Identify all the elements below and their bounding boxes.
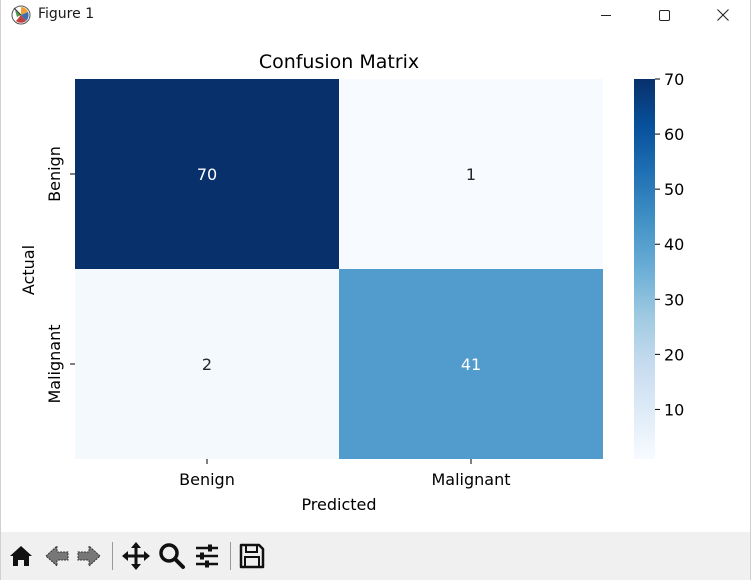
minimize-button[interactable] [583, 0, 629, 30]
cell-value-label: 1 [466, 165, 476, 184]
heatmap-cell [339, 79, 603, 269]
configure-subplots-button[interactable] [191, 540, 223, 572]
colorbar-tick-label: 30 [664, 290, 684, 309]
x-axis-label: Predicted [301, 495, 376, 514]
x-tick-label: Benign [179, 470, 235, 489]
pan-icon [122, 542, 150, 570]
home-icon [10, 546, 32, 566]
save-button[interactable] [236, 540, 268, 572]
colorbar-tick-label: 60 [664, 125, 684, 144]
colorbar-tick-label: 10 [664, 400, 684, 419]
navigation-toolbar [1, 532, 750, 580]
pan-button[interactable] [120, 540, 152, 572]
colorbar-tick-label: 40 [664, 235, 684, 254]
toolbar-separator [230, 542, 231, 570]
cell-value-label: 41 [461, 355, 481, 374]
y-tick-label: Malignant [45, 324, 64, 403]
colorbar-tick-label: 20 [664, 345, 684, 364]
back-icon [45, 544, 69, 568]
forward-button[interactable] [73, 540, 105, 572]
title-bar[interactable]: Figure 1 [1, 0, 750, 30]
chart-title: Confusion Matrix [259, 51, 419, 73]
heatmap-cell [75, 79, 339, 269]
maximize-button[interactable] [641, 0, 687, 30]
colorbar [634, 79, 655, 459]
x-tick-label: Malignant [431, 470, 510, 489]
configure-subplots-icon [196, 544, 218, 568]
close-icon [717, 9, 729, 21]
matplotlib-app-icon [11, 5, 31, 25]
close-button[interactable] [700, 0, 746, 30]
confusion-matrix-heatmap: Confusion Matrix 70 12 41 Benign Malignant … [19, 51, 684, 514]
back-button[interactable] [41, 540, 73, 572]
colorbar-tick-label: 70 [664, 70, 684, 89]
cell-value-label: 70 [197, 165, 217, 184]
zoom-icon [159, 543, 185, 569]
maximize-icon [659, 10, 670, 21]
figure-canvas[interactable]: Confusion Matrix 70 1 2 41 Benign Malignant … [1, 30, 750, 532]
save-icon [239, 543, 265, 569]
heatmap-cell [339, 269, 603, 459]
heatmap-cell [75, 269, 339, 459]
window-title: Figure 1 [38, 6, 95, 22]
minimize-icon [601, 15, 611, 16]
home-button[interactable] [5, 540, 37, 572]
colorbar-tick-label: 50 [664, 180, 684, 199]
cell-value-label: 2 [202, 355, 212, 374]
forward-icon [77, 544, 101, 568]
y-tick-label: Benign [45, 146, 64, 202]
y-axis-label: Actual [19, 245, 38, 295]
toolbar-separator [112, 542, 113, 570]
zoom-button[interactable] [156, 540, 188, 572]
